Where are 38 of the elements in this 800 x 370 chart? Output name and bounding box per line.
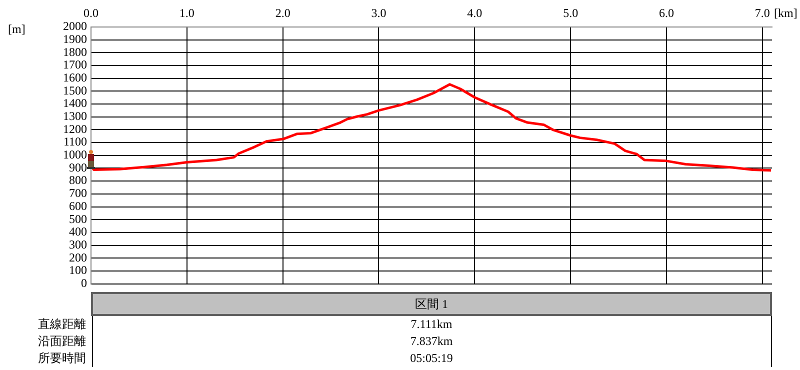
y-tick-label: 0 <box>81 276 87 290</box>
y-tick-label: 400 <box>69 224 87 239</box>
y-tick-label: 300 <box>69 237 87 252</box>
y-tick-label: 1300 <box>63 109 87 124</box>
y-tick-label: 1200 <box>63 122 87 136</box>
text: 区間 1 <box>92 293 771 315</box>
text: 直線距離 <box>37 316 86 333</box>
y-tick-label: 1600 <box>63 70 87 85</box>
x-tick-label: 3.0 <box>371 6 386 20</box>
y-tick-label: 100 <box>69 263 87 278</box>
y-tick-label: 1400 <box>63 96 87 110</box>
y-axis-title: [m] <box>8 22 26 36</box>
y-tick-label: 2000 <box>63 19 87 34</box>
y-tick-label: 200 <box>69 250 87 264</box>
x-axis-title: [km] <box>774 6 798 20</box>
text: 7.837km <box>92 333 771 350</box>
text: 7.111km <box>92 315 771 333</box>
x-tick-label: 4.0 <box>467 6 482 20</box>
text: 所要時間 <box>37 350 86 367</box>
y-tick-label: 500 <box>69 212 87 226</box>
y-tick-label: 700 <box>69 186 87 200</box>
x-tick-label: 6.0 <box>658 6 674 20</box>
text: 沿面距離 <box>37 333 86 350</box>
y-tick-label: 1100 <box>63 134 87 149</box>
y-tick-label: 1900 <box>63 32 87 46</box>
y-tick-label: 800 <box>69 173 87 188</box>
x-tick-label: 5.0 <box>563 6 578 20</box>
x-tick-label: 1.0 <box>179 6 194 20</box>
x-tick-label: 7.0 <box>754 6 770 20</box>
y-tick-label: 1000 <box>63 148 87 162</box>
x-tick-label: 0.0 <box>84 6 98 20</box>
y-tick-label: 1500 <box>63 83 87 98</box>
y-tick-label: 1700 <box>63 58 87 72</box>
text: 05:05:19 <box>92 350 771 367</box>
x-tick-label: 2.0 <box>275 6 290 20</box>
y-tick-label: 1800 <box>63 44 87 59</box>
y-tick-label: 900 <box>69 160 87 174</box>
y-tick-label: 600 <box>69 198 87 213</box>
